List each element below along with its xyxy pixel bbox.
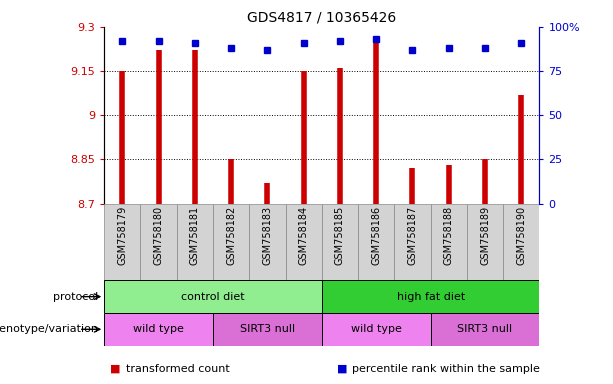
Bar xyxy=(322,204,358,280)
Bar xyxy=(104,313,213,346)
Bar xyxy=(213,204,249,280)
Bar xyxy=(467,204,503,280)
Text: GSM758185: GSM758185 xyxy=(335,206,345,265)
Text: GSM758188: GSM758188 xyxy=(444,206,454,265)
Bar xyxy=(140,204,177,280)
Text: GSM758181: GSM758181 xyxy=(190,206,200,265)
Text: protocol: protocol xyxy=(53,291,98,302)
Text: GSM758184: GSM758184 xyxy=(299,206,309,265)
Text: percentile rank within the sample: percentile rank within the sample xyxy=(352,364,540,374)
Bar xyxy=(177,204,213,280)
Bar xyxy=(286,204,322,280)
Text: GSM758180: GSM758180 xyxy=(154,206,164,265)
Text: GSM758182: GSM758182 xyxy=(226,206,236,265)
Text: GSM758186: GSM758186 xyxy=(371,206,381,265)
Bar xyxy=(104,204,140,280)
Text: control diet: control diet xyxy=(181,291,245,302)
Text: SIRT3 null: SIRT3 null xyxy=(457,324,512,334)
Bar xyxy=(430,204,467,280)
Text: GSM758190: GSM758190 xyxy=(516,206,527,265)
Text: GSM758179: GSM758179 xyxy=(117,206,128,265)
Bar xyxy=(213,313,322,346)
Title: GDS4817 / 10365426: GDS4817 / 10365426 xyxy=(247,10,397,24)
Bar xyxy=(503,204,539,280)
Text: wild type: wild type xyxy=(351,324,402,334)
Bar xyxy=(322,313,430,346)
Bar xyxy=(430,313,539,346)
Text: high fat diet: high fat diet xyxy=(397,291,465,302)
Text: SIRT3 null: SIRT3 null xyxy=(240,324,295,334)
Text: transformed count: transformed count xyxy=(126,364,229,374)
Bar xyxy=(358,204,394,280)
Text: ■: ■ xyxy=(110,364,121,374)
Bar xyxy=(394,204,430,280)
Bar xyxy=(104,280,322,313)
Bar xyxy=(249,204,286,280)
Text: genotype/variation: genotype/variation xyxy=(0,324,98,334)
Text: GSM758183: GSM758183 xyxy=(262,206,272,265)
Text: GSM758189: GSM758189 xyxy=(480,206,490,265)
Text: wild type: wild type xyxy=(133,324,184,334)
Text: GSM758187: GSM758187 xyxy=(408,206,417,265)
Text: ■: ■ xyxy=(337,364,348,374)
Bar xyxy=(322,280,539,313)
